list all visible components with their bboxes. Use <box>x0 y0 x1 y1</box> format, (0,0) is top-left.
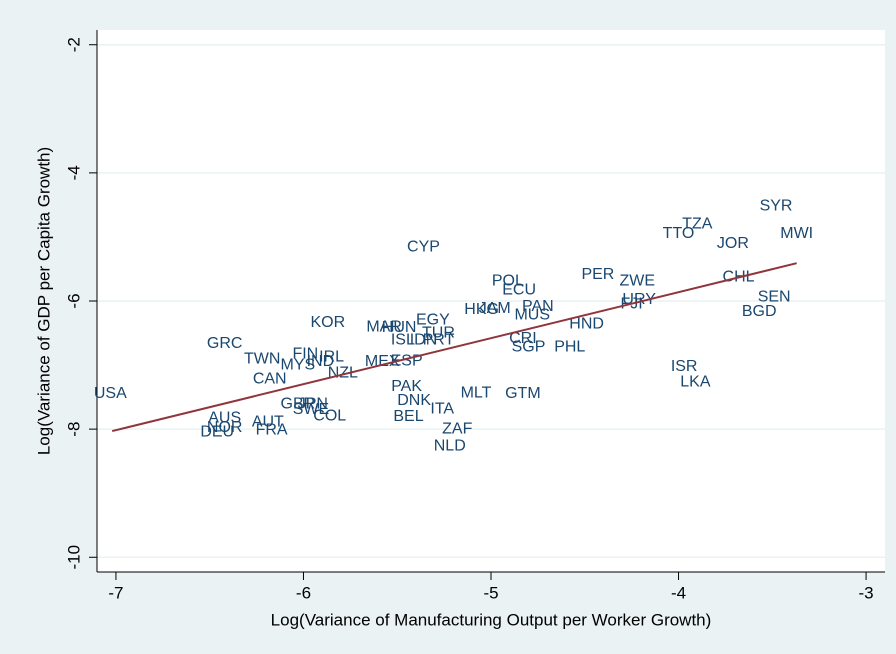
x-axis-title: Log(Variance of Manufacturing Output per… <box>271 610 712 629</box>
point-label: SEN <box>758 288 791 305</box>
point-label: PAK <box>391 378 422 395</box>
point-label: HND <box>569 315 604 332</box>
x-tick-label: -4 <box>671 583 686 602</box>
point-label: TTO <box>663 225 695 242</box>
point-label: SGP <box>512 338 546 355</box>
point-label: MUS <box>514 306 550 323</box>
point-label: CAN <box>253 370 287 387</box>
point-label: BGD <box>742 303 777 320</box>
point-label: NOR <box>207 419 243 436</box>
point-label: ISL <box>391 331 415 348</box>
point-label: ECU <box>502 281 536 298</box>
point-label: TUR <box>422 324 455 341</box>
point-label: CYP <box>407 238 440 255</box>
x-tick-label: -3 <box>858 583 873 602</box>
y-tick-label: -2 <box>64 37 83 52</box>
point-label: NLD <box>434 438 466 455</box>
x-tick-label: -6 <box>296 583 311 602</box>
point-label: GBR <box>281 395 316 412</box>
point-label: DEU <box>200 424 234 441</box>
x-tick-label: -7 <box>108 583 123 602</box>
point-label: USA <box>94 385 127 402</box>
point-label: TZA <box>682 215 713 232</box>
y-tick-label: -6 <box>64 293 83 308</box>
point-label: PAN <box>522 298 554 315</box>
point-label: MLT <box>461 384 492 401</box>
point-label: PHL <box>554 338 585 355</box>
y-tick-label: -8 <box>64 422 83 437</box>
point-label: HUN <box>382 319 417 336</box>
point-label: MYS <box>281 356 316 373</box>
point-label: SWE <box>293 401 329 418</box>
point-label: BEL <box>393 408 423 425</box>
y-tick-label: -10 <box>64 545 83 570</box>
y-tick-label: -4 <box>64 165 83 180</box>
point-label: IRL <box>319 349 344 366</box>
point-label: JAM <box>479 300 511 317</box>
point-label: EGY <box>416 311 450 328</box>
x-tick-label: -5 <box>483 583 498 602</box>
point-label: SYR <box>760 197 793 214</box>
point-label: NZL <box>328 365 358 382</box>
point-label: FRA <box>256 422 288 439</box>
point-label: POL <box>492 272 524 289</box>
point-label: CRI <box>509 330 537 347</box>
y-axis-title: Log(Variance of GDP per Capita Growth) <box>34 147 53 455</box>
point-label: ZAF <box>442 420 472 437</box>
point-label: IND <box>307 353 335 370</box>
point-label: MEX <box>365 353 400 370</box>
point-label: JPN <box>298 395 328 412</box>
point-label: FIN <box>292 345 318 362</box>
point-label: MWI <box>780 225 813 242</box>
point-label: ISR <box>671 358 698 375</box>
point-label: GRC <box>207 335 243 352</box>
point-label: TWN <box>244 351 280 368</box>
fit-line <box>111 262 797 433</box>
point-label: ITA <box>430 400 454 417</box>
point-label: JOR <box>717 235 749 252</box>
point-label: LKA <box>680 374 711 391</box>
point-label: MAR <box>366 318 402 335</box>
point-label: AUT <box>252 413 284 430</box>
point-label: PER <box>581 266 614 283</box>
point-label: ZWE <box>619 272 655 289</box>
point-label: KOR <box>311 314 346 331</box>
point-label: COL <box>313 408 346 425</box>
point-label: PRT <box>423 331 455 348</box>
point-label: IDN <box>410 331 438 348</box>
point-label: GTM <box>505 385 541 402</box>
point-label: DNK <box>397 392 431 409</box>
point-label: HKG <box>464 301 499 318</box>
point-label: AUS <box>208 409 241 426</box>
